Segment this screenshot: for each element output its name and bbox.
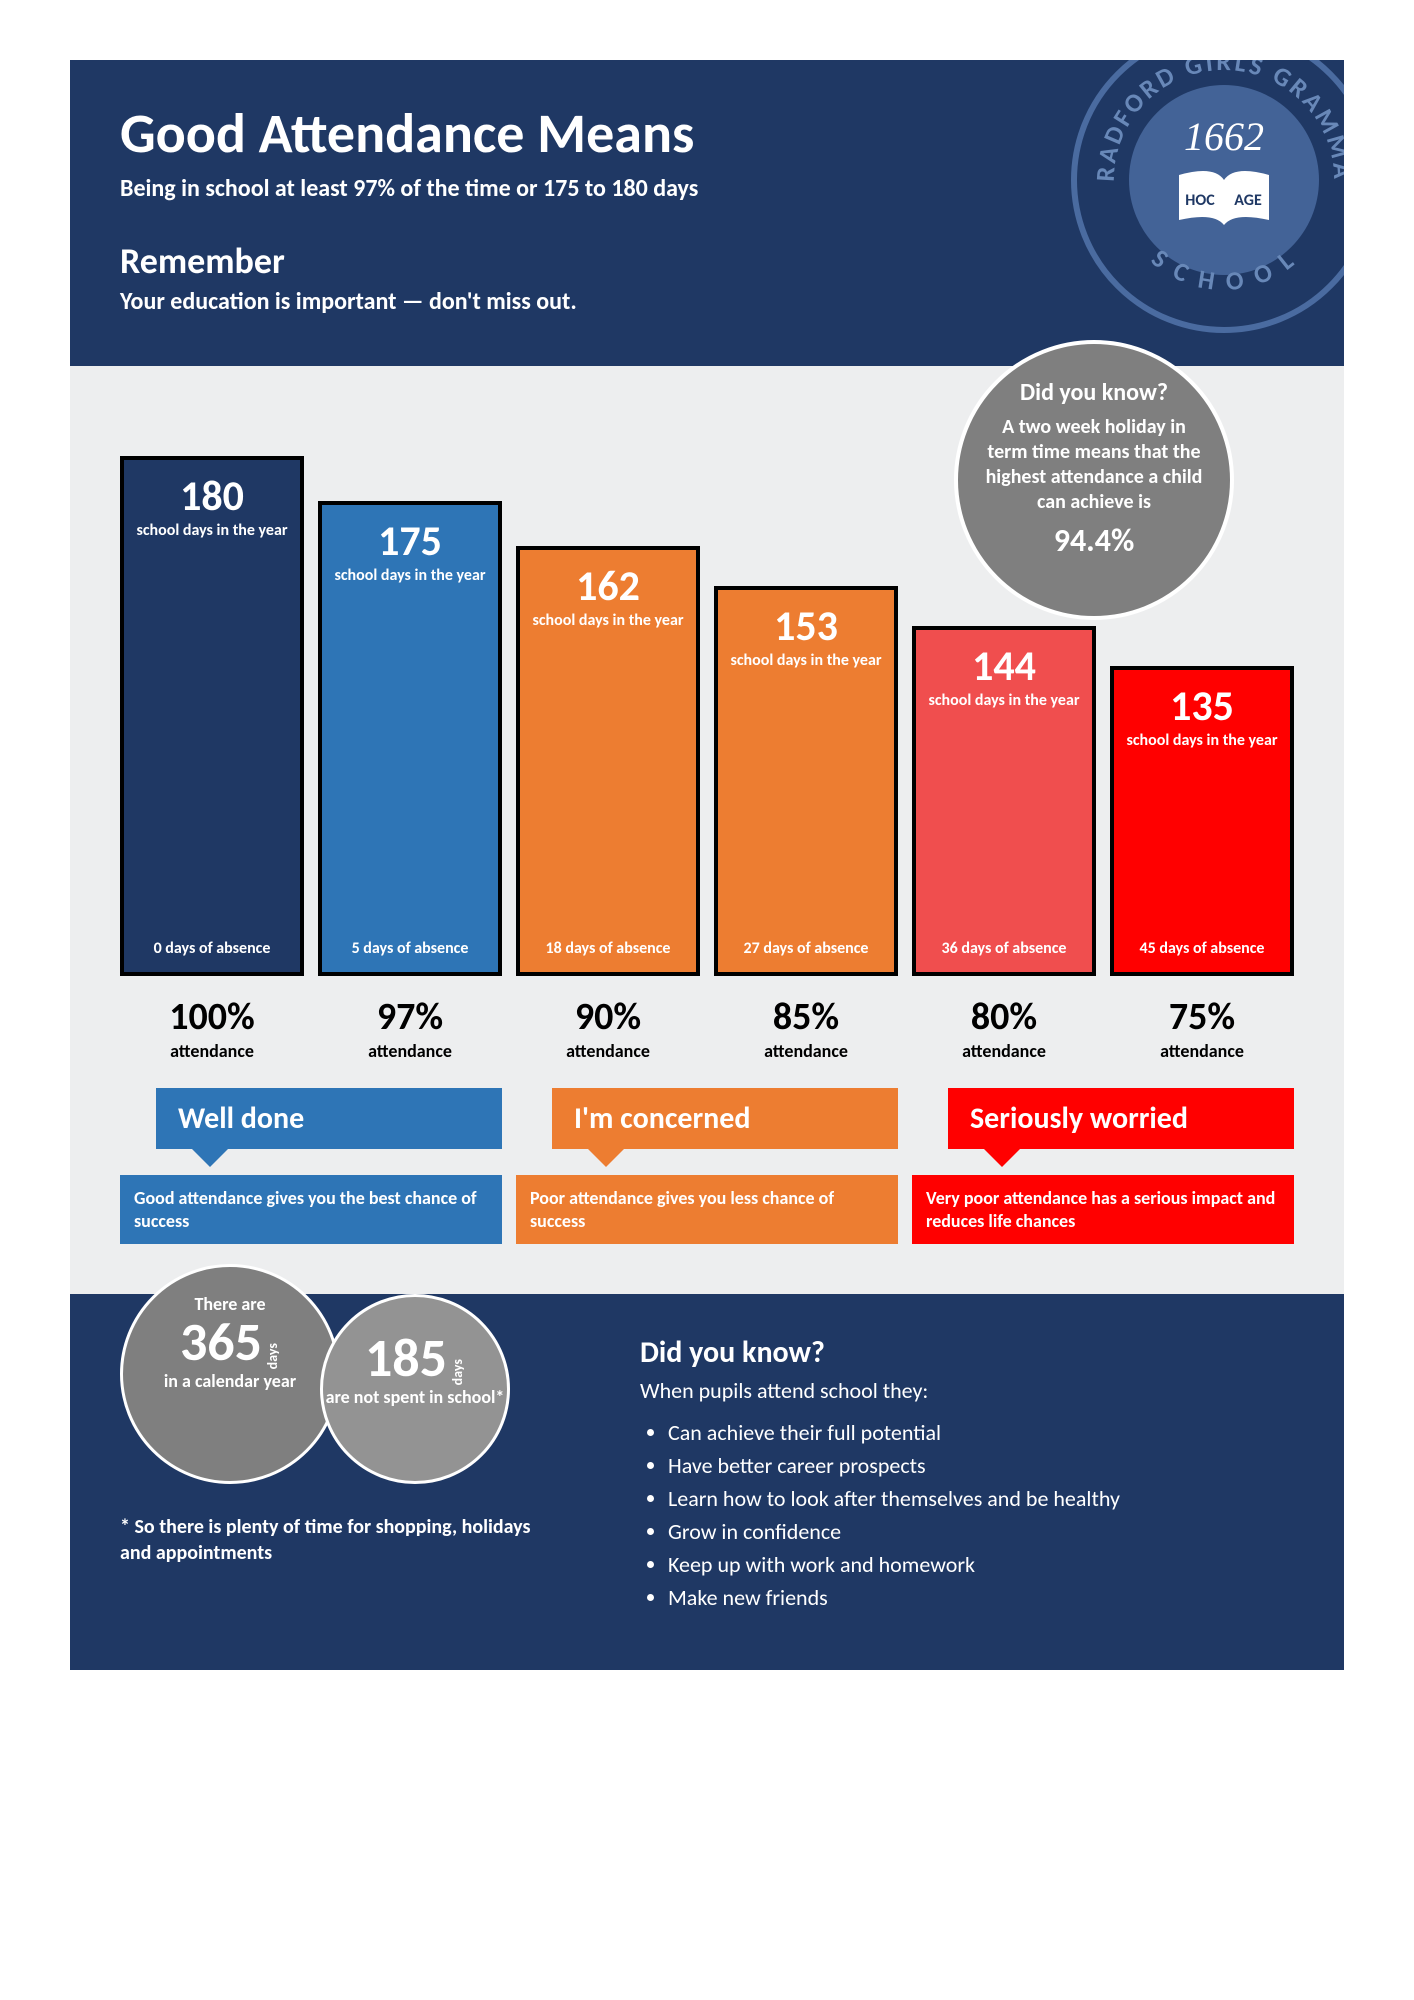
pct-item-3: 85%attendance xyxy=(714,994,898,1062)
pct-label: attendance xyxy=(1110,1040,1294,1062)
status-arrow-icon xyxy=(984,1149,1020,1167)
status-title: Well done xyxy=(156,1088,502,1149)
bar-days-label: school days in the year xyxy=(528,612,688,630)
bar-days-num: 153 xyxy=(726,606,886,648)
bubble-percent: 94.4% xyxy=(982,521,1206,560)
pct-value: 85% xyxy=(714,994,898,1040)
status-message: Very poor attendance has a serious impac… xyxy=(912,1175,1294,1244)
bar-days-num: 162 xyxy=(528,566,688,608)
benefit-item: Grow in confidence xyxy=(668,1515,1294,1548)
pct-item-2: 90%attendance xyxy=(516,994,700,1062)
benefit-item: Keep up with work and homework xyxy=(668,1548,1294,1581)
logo-year: 1662 xyxy=(1184,114,1264,159)
bar-absence: 36 days of absence xyxy=(924,939,1084,958)
pct-label: attendance xyxy=(120,1040,304,1062)
circle2-days: days xyxy=(451,1351,465,1385)
bar-2: 162 school days in the year 18 days of abs… xyxy=(516,546,700,976)
circle2-sub: are not spent in school* xyxy=(323,1387,507,1408)
status-banners: Well done Good attendance gives you the b… xyxy=(70,1062,1344,1244)
pct-value: 97% xyxy=(318,994,502,1040)
status-title: I'm concerned xyxy=(552,1088,898,1149)
bar-absence: 5 days of absence xyxy=(330,939,490,958)
header: Good Attendance Means Being in school at… xyxy=(70,60,1344,366)
did-you-know-bubble: Did you know? A two week holiday in term… xyxy=(954,340,1234,620)
circle2-num: 185 xyxy=(365,1331,447,1385)
pct-value: 100% xyxy=(120,994,304,1040)
pct-label: attendance xyxy=(516,1040,700,1062)
dyk-title: Did you know? xyxy=(640,1334,1294,1371)
footer: There are 365 days in a calendar year 18… xyxy=(70,1294,1344,1670)
bar-days-label: school days in the year xyxy=(132,522,292,540)
pct-item-1: 97%attendance xyxy=(318,994,502,1062)
logo-book-left: HOC xyxy=(1185,191,1215,210)
pct-label: attendance xyxy=(318,1040,502,1062)
pct-item-5: 75%attendance xyxy=(1110,994,1294,1062)
footer-right: Did you know? When pupils attend school … xyxy=(640,1334,1294,1614)
page: Good Attendance Means Being in school at… xyxy=(70,60,1344,1670)
pct-value: 75% xyxy=(1110,994,1294,1040)
bar-days-label: school days in the year xyxy=(924,692,1084,710)
footnote: * So there is plenty of time for shoppin… xyxy=(120,1514,540,1566)
school-crest-logo: BRADFORD GIRLS GRAMMAR S C H O O L 1662 … xyxy=(1064,60,1344,340)
bar-days-label: school days in the year xyxy=(726,652,886,670)
circle1-sub: in a calendar year xyxy=(123,1371,337,1392)
bubble-text: A two week holiday in term time means th… xyxy=(982,415,1206,515)
bar-absence: 18 days of absence xyxy=(528,939,688,958)
circle1-num: 365 xyxy=(180,1315,262,1369)
percent-row: 100%attendance97%attendance90%attendance… xyxy=(70,976,1344,1062)
status-message: Good attendance gives you the best chanc… xyxy=(120,1175,502,1244)
status-col-2: Seriously worried Very poor attendance ha… xyxy=(912,1088,1294,1244)
pct-item-0: 100%attendance xyxy=(120,994,304,1062)
bar-absence: 45 days of absence xyxy=(1122,939,1282,958)
bar-days-num: 180 xyxy=(132,476,292,518)
bar-days-label: school days in the year xyxy=(1122,732,1282,750)
bubble-title: Did you know? xyxy=(982,378,1206,407)
status-col-1: I'm concerned Poor attendance gives you l… xyxy=(516,1088,898,1244)
benefit-item: Have better career prospects xyxy=(668,1449,1294,1482)
benefits-list: Can achieve their full potentialHave bet… xyxy=(640,1416,1294,1614)
bar-absence: 0 days of absence xyxy=(132,939,292,958)
status-arrow-icon xyxy=(192,1149,228,1167)
logo-book-right: AGE xyxy=(1234,191,1262,210)
bar-days-num: 144 xyxy=(924,646,1084,688)
dyk-lead: When pupils attend school they: xyxy=(640,1377,1294,1404)
calendar-days-circle: There are 365 days in a calendar year xyxy=(120,1264,340,1484)
bar-4: 144 school days in the year 36 days of abs… xyxy=(912,626,1096,976)
pct-value: 90% xyxy=(516,994,700,1040)
bar-days-label: school days in the year xyxy=(330,567,490,585)
status-title: Seriously worried xyxy=(948,1088,1294,1149)
status-col-0: Well done Good attendance gives you the b… xyxy=(120,1088,502,1244)
pct-value: 80% xyxy=(912,994,1096,1040)
benefit-item: Can achieve their full potential xyxy=(668,1416,1294,1449)
bar-days-num: 135 xyxy=(1122,686,1282,728)
bar-3: 153 school days in the year 27 days of abs… xyxy=(714,586,898,976)
bar-absence: 27 days of absence xyxy=(726,939,886,958)
status-message: Poor attendance gives you less chance of… xyxy=(516,1175,898,1244)
bar-days-num: 175 xyxy=(330,521,490,563)
bar-1: 175 school days in the year 5 days of abse… xyxy=(318,501,502,976)
status-arrow-icon xyxy=(588,1149,624,1167)
circle1-days: days xyxy=(266,1335,280,1369)
bar-0: 180 school days in the year 0 days of abse… xyxy=(120,456,304,976)
benefit-item: Make new friends xyxy=(668,1581,1294,1614)
pct-label: attendance xyxy=(912,1040,1096,1062)
benefit-item: Learn how to look after themselves and b… xyxy=(668,1482,1294,1515)
footer-left: There are 365 days in a calendar year 18… xyxy=(120,1334,600,1614)
bar-5: 135 school days in the year 45 days of abs… xyxy=(1110,666,1294,976)
pct-item-4: 80%attendance xyxy=(912,994,1096,1062)
non-school-days-circle: 185 days are not spent in school* xyxy=(320,1294,510,1484)
pct-label: attendance xyxy=(714,1040,898,1062)
